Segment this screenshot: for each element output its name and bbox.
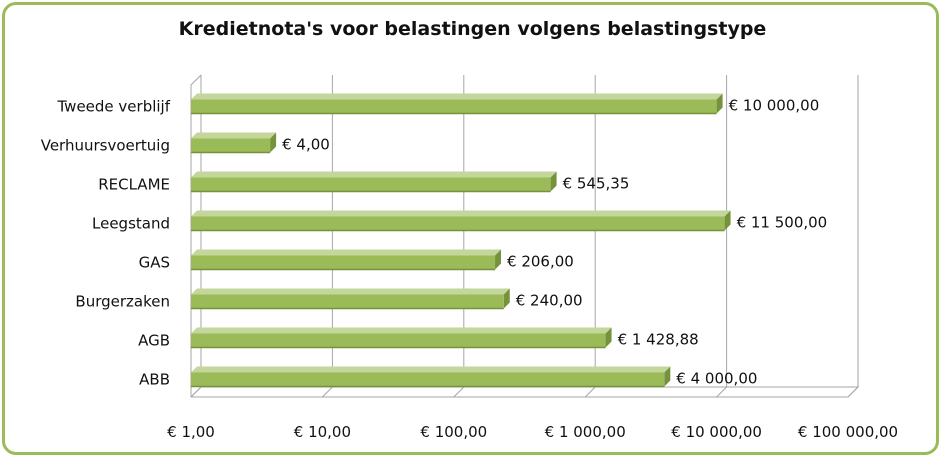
data-label: € 1 428,88 (618, 331, 699, 349)
bar-side (550, 171, 557, 192)
bar (191, 99, 717, 114)
gridline-floor (716, 386, 727, 398)
bar-side (605, 327, 612, 348)
side-wall (190, 74, 202, 397)
y-tick-label: Tweede verblijf (57, 98, 171, 116)
data-label: € 11 500,00 (737, 214, 828, 232)
chart-title: Kredietnota's voor belastingen volgens b… (178, 18, 767, 40)
data-label: € 10 000,00 (729, 97, 820, 115)
floor (190, 386, 860, 398)
bar (191, 333, 606, 348)
bar-top (191, 210, 731, 217)
bar-side (495, 249, 502, 270)
data-label: € 545,35 (563, 175, 630, 193)
x-tick-label: € 10,00 (294, 423, 351, 441)
bar (191, 216, 725, 231)
gridline-floor (453, 386, 465, 398)
bar-side (716, 93, 723, 114)
bar-side (664, 366, 671, 387)
x-tick-label: € 1,00 (167, 423, 215, 441)
x-tick-label: € 100,00 (420, 423, 487, 441)
bar-top (191, 366, 671, 373)
y-tick-label: Leegstand (92, 215, 170, 233)
gridline-floor (190, 386, 202, 398)
gridline-floor (847, 386, 859, 398)
bar-side (724, 210, 731, 231)
y-tick-label: Verhuursvoertuig (41, 137, 170, 155)
data-label: € 240,00 (516, 292, 583, 310)
bar-side (270, 132, 277, 153)
gridline-floor (322, 386, 333, 398)
y-tick-label: ABB (139, 371, 170, 389)
x-tick-label: € 10 000,00 (671, 423, 762, 441)
bar-top (191, 249, 502, 256)
data-label: € 206,00 (507, 253, 574, 271)
bar (191, 255, 496, 270)
y-tick-label: AGB (138, 332, 170, 350)
bar (191, 177, 551, 192)
bar-top (191, 93, 723, 100)
y-tick-label: RECLAME (98, 176, 170, 194)
gridline-floor (584, 386, 596, 398)
bar-top (191, 288, 510, 295)
bar (191, 372, 665, 387)
x-tick-label: € 100 000,00 (798, 423, 898, 441)
bar (191, 294, 504, 309)
data-label: € 4 000,00 (676, 370, 757, 388)
bar-top (191, 171, 557, 178)
y-tick-label: GAS (139, 254, 170, 272)
data-label: € 4,00 (282, 136, 330, 154)
bar-side (503, 288, 510, 309)
y-tick-label: Burgerzaken (75, 293, 170, 311)
bar (191, 138, 271, 153)
bar-top (191, 327, 612, 334)
bar-top (191, 132, 277, 139)
x-tick-label: € 1 000,00 (545, 423, 626, 441)
